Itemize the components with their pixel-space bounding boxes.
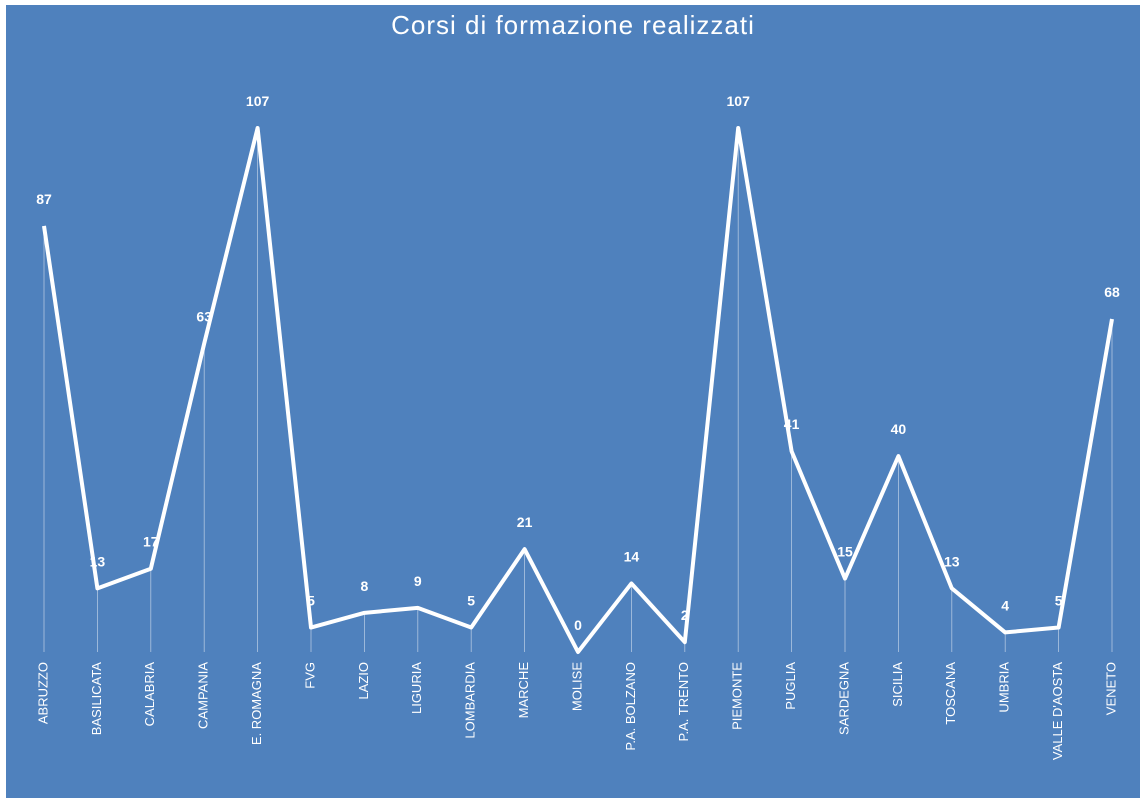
- data-label: 68: [1104, 284, 1120, 300]
- data-label: 5: [1055, 593, 1063, 609]
- x-tick-label: LOMBARDIA: [463, 662, 478, 739]
- data-label: 21: [517, 514, 533, 530]
- x-tick-label: MARCHE: [516, 662, 531, 719]
- x-tick-label: SICILIA: [890, 662, 905, 707]
- data-label: 87: [36, 191, 52, 207]
- data-label: 2: [681, 607, 689, 623]
- x-tick-label: VALLE D'AOSTA: [1050, 662, 1065, 760]
- chart-background: [6, 5, 1140, 798]
- chart-title: Corsi di formazione realizzati: [391, 10, 755, 40]
- data-label: 107: [246, 93, 270, 109]
- data-label: 14: [624, 548, 640, 564]
- line-series: [42, 126, 1114, 654]
- x-tick-label: PIEMONTE: [730, 662, 745, 730]
- x-tick-label: PUGLIA: [783, 662, 798, 710]
- data-label: 5: [467, 593, 475, 609]
- x-tick-label: ABRUZZO: [35, 662, 50, 724]
- x-tick-label: FVG: [302, 662, 317, 689]
- data-label: 17: [143, 534, 159, 550]
- x-tick-label: VENETO: [1103, 662, 1118, 715]
- x-tick-label: CALABRIA: [142, 662, 157, 727]
- x-tick-label: P.A. BOLZANO: [623, 662, 638, 751]
- data-label: 5: [307, 593, 315, 609]
- data-label: 63: [196, 308, 212, 324]
- x-tick-label: BASILICATA: [89, 662, 104, 736]
- data-label: 9: [414, 573, 422, 589]
- x-tick-label: TOSCANA: [943, 662, 958, 725]
- x-tick-label: UMBRIA: [997, 662, 1012, 713]
- x-tick-label: CAMPANIA: [196, 662, 211, 729]
- x-tick-label: MOLISE: [569, 662, 584, 711]
- data-label: 8: [361, 578, 369, 594]
- x-tick-label: P.A. TRENTO: [676, 662, 691, 741]
- data-label: 13: [90, 553, 106, 569]
- data-label: 13: [944, 553, 960, 569]
- x-tick-label: LIGURIA: [409, 662, 424, 714]
- data-label: 4: [1001, 597, 1009, 613]
- x-tick-label: LAZIO: [356, 662, 371, 700]
- data-label: 41: [784, 416, 800, 432]
- x-tick-label: E. ROMAGNA: [249, 662, 264, 745]
- data-label: 107: [727, 93, 751, 109]
- data-label: 0: [574, 617, 582, 633]
- data-label: 15: [837, 544, 853, 560]
- data-label: 40: [891, 421, 907, 437]
- x-tick-label: SARDEGNA: [836, 662, 851, 735]
